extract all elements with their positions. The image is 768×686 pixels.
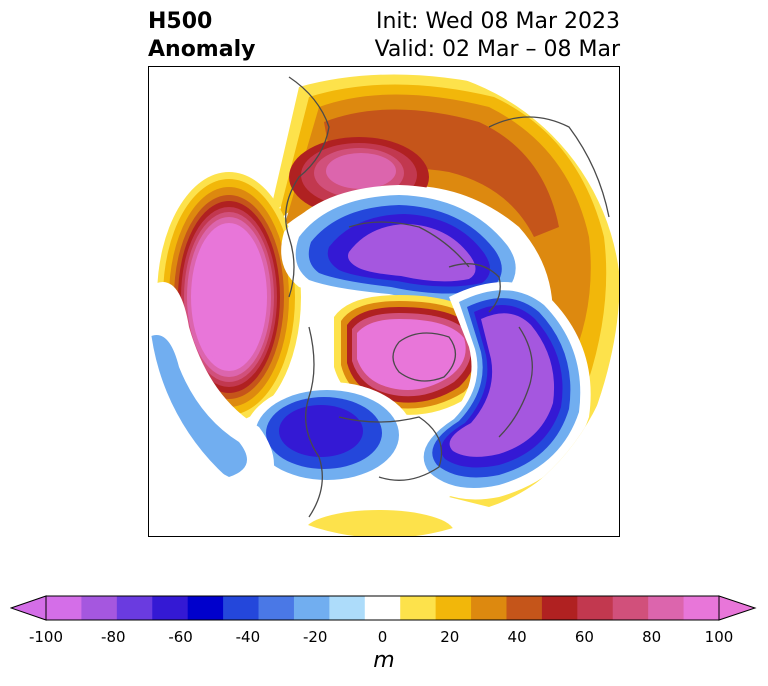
colorbar-tick-label: -60 — [168, 628, 193, 646]
scandinavia-trough — [281, 185, 530, 311]
title-type: Anomaly — [148, 37, 256, 62]
colorbar-cell — [293, 596, 330, 620]
colorbar-cell — [223, 596, 260, 620]
colorbar-cell — [683, 596, 720, 620]
colorbar-cell — [81, 596, 118, 620]
colorbar-tick-label: -20 — [302, 628, 328, 646]
colorbar-cell — [541, 596, 578, 620]
coastline-europe — [498, 326, 533, 438]
coastlines — [285, 76, 610, 518]
title-variable: H500 — [148, 9, 213, 34]
colorbar-tick-label: -40 — [235, 628, 261, 646]
colorbar-tick-label: -100 — [28, 628, 64, 646]
anomaly-map — [149, 67, 619, 536]
map-panel — [148, 66, 620, 537]
colorbar-cell — [116, 596, 153, 620]
valid-range: Valid: 02 Mar – 08 Mar — [374, 37, 620, 62]
colorbar-tick-label: 80 — [642, 628, 662, 646]
colorbar-cell — [400, 596, 437, 620]
colorbar-cell — [435, 596, 472, 620]
subtropical-ridge — [304, 510, 454, 536]
colorbar — [10, 595, 757, 621]
western-us-trough — [244, 382, 414, 492]
colorbar-cell — [152, 596, 189, 620]
colorbar-tick-label: 60 — [574, 628, 594, 646]
colorbar-outline — [45, 595, 720, 621]
colorbar-cell — [612, 596, 649, 620]
colorbar-cell — [329, 596, 366, 620]
colorbar-cell — [187, 596, 224, 620]
colorbar-tick-label: 100 — [704, 628, 734, 646]
colorbar-cell — [258, 596, 295, 620]
canadian-arctic-ridge — [334, 295, 492, 415]
coastline-eurasia — [488, 116, 610, 218]
colorbar-cell — [577, 596, 614, 620]
map-title-right: Init: Wed 08 Mar 2023 Valid: 02 Mar – 08… — [375, 8, 620, 64]
coastline-siberia — [348, 221, 470, 268]
colorbar-over-arrow — [718, 595, 757, 621]
coastline-west-coast — [305, 326, 323, 518]
colorbar-cell — [506, 596, 543, 620]
colorbar-tick-label: 0 — [377, 628, 388, 646]
coastline-scandinavia — [448, 263, 501, 313]
north-atlantic-trough — [413, 282, 591, 500]
init-time: Init: Wed 08 Mar 2023 — [375, 9, 620, 34]
colorbar-ticks: -100 -80 -60 -40 -20 0 20 40 60 80 100 — [0, 628, 768, 648]
colorbar-cell — [471, 596, 507, 620]
colorbar-tick-label: 40 — [507, 628, 527, 646]
colorbar-tick-label: -80 — [101, 628, 126, 646]
map-title-left: H500 Anomaly — [148, 8, 255, 64]
coastline-greenland — [392, 332, 456, 382]
coastline-north-america — [338, 416, 443, 481]
colorbar-cell — [364, 596, 401, 620]
colorbar-tick-label: 20 — [440, 628, 460, 646]
colorbar-cell — [648, 596, 685, 620]
colorbar-cells — [10, 595, 757, 621]
colorbar-under-arrow — [10, 595, 47, 621]
coastline-alaska — [285, 76, 330, 298]
anomaly-field — [149, 67, 619, 536]
colorbar-unit: m — [373, 648, 395, 673]
colorbar-cell — [46, 596, 82, 620]
